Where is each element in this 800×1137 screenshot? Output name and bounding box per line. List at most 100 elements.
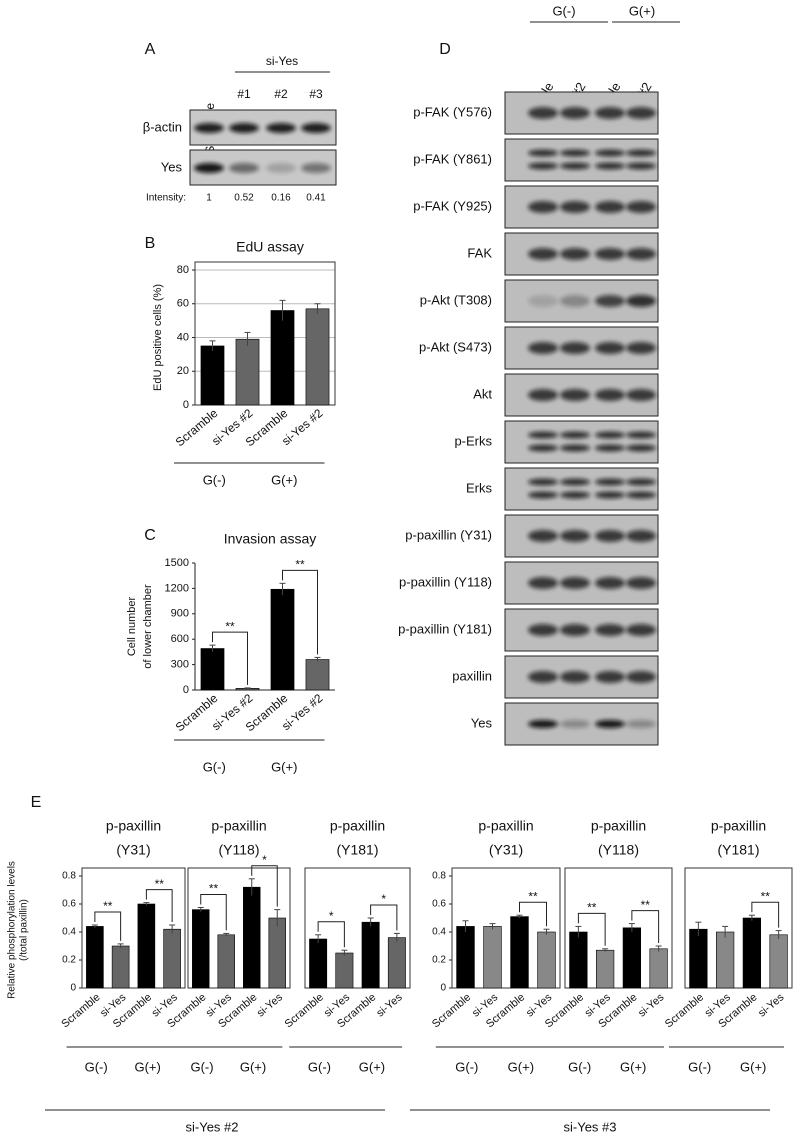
bar <box>217 934 235 989</box>
intensity-label: Intensity: <box>146 193 186 204</box>
bar <box>361 921 380 989</box>
bar <box>510 916 529 989</box>
blot-row-label: p-paxillin (Y31) <box>405 527 492 542</box>
bar <box>309 938 328 989</box>
blot-band <box>626 389 656 401</box>
bar <box>715 931 735 989</box>
bar <box>649 948 668 989</box>
intensity-value: 0.41 <box>306 193 326 204</box>
blot-band <box>595 530 625 542</box>
x-tick-label: Scramble <box>663 991 706 1030</box>
bar <box>137 903 156 989</box>
blot-band <box>194 163 224 173</box>
significance-label: ** <box>295 557 305 571</box>
bar <box>335 952 354 989</box>
blot-row-label: p-FAK (Y925) <box>413 198 492 213</box>
blot-row-label: Akt <box>473 386 492 401</box>
blot-band <box>560 491 590 499</box>
group-label: G(-) <box>688 1059 711 1074</box>
blot-band <box>626 530 656 542</box>
y-tick-label: 0.8 <box>62 871 76 882</box>
blot-band <box>595 389 625 401</box>
blot-band <box>560 201 590 213</box>
significance-label: ** <box>528 889 538 903</box>
panel-label: E <box>31 794 42 811</box>
blot-band <box>595 491 625 499</box>
y-axis-label: EdU positive cells (%) <box>152 284 164 391</box>
intensity-value: 1 <box>206 193 212 204</box>
lane-label: #3 <box>309 87 323 101</box>
blot-band <box>626 248 656 260</box>
blot-band <box>560 444 590 452</box>
blot-band <box>626 491 656 499</box>
chart-title: Invasion assay <box>224 531 317 547</box>
group-label: G(+) <box>740 1059 766 1074</box>
lane-label: #2 <box>274 87 288 101</box>
plot-frame <box>304 867 411 989</box>
y-tick-label: 600 <box>171 633 189 645</box>
significance-bracket <box>94 911 122 941</box>
group-label: G(-) <box>85 1059 108 1074</box>
significance-label: ** <box>103 899 113 913</box>
bar <box>243 886 261 989</box>
blot-band <box>528 577 558 589</box>
group-label: G(-) <box>455 1059 478 1074</box>
group-label: G(+) <box>271 472 297 487</box>
y-tick-label: 40 <box>177 331 189 343</box>
significance-bracket <box>317 921 345 948</box>
blot-band <box>560 342 590 354</box>
blot-band <box>626 201 656 213</box>
blot-band <box>528 107 558 119</box>
bar <box>163 928 181 989</box>
plot-frame <box>451 867 561 989</box>
y-tick-label: 0.6 <box>432 899 446 910</box>
blot-box <box>504 420 659 464</box>
blot-band <box>528 444 558 452</box>
chart-title: (Y118) <box>598 842 639 858</box>
blot-band <box>528 624 558 636</box>
blot-band <box>560 162 590 170</box>
blot-band <box>528 720 558 728</box>
panel-label: C <box>144 527 156 544</box>
y-tick-label: 0.6 <box>62 899 76 910</box>
blot-band <box>528 295 558 307</box>
bar <box>305 659 330 691</box>
chart-title: p-paxillin <box>591 818 646 834</box>
bar <box>742 917 762 989</box>
bar <box>268 917 286 989</box>
blot-band <box>560 149 590 157</box>
chart-title: (Y31) <box>489 842 523 858</box>
blot-band <box>266 123 296 133</box>
y-tick-label: 0 <box>183 399 189 411</box>
bar <box>200 345 225 406</box>
group-label: G(+) <box>620 1059 646 1074</box>
blot-band <box>229 163 259 173</box>
chart-title: (Y181) <box>717 842 759 858</box>
blot-band <box>626 107 656 119</box>
blot-row-label: Erks <box>466 480 493 495</box>
blot-band <box>595 107 625 119</box>
plot-frame <box>187 867 291 989</box>
bar <box>595 949 615 989</box>
chart-title: (Y31) <box>116 842 150 858</box>
blot-row-label: p-FAK (Y576) <box>413 104 492 119</box>
blot-band <box>626 162 656 170</box>
group-label: G(+) <box>629 3 655 18</box>
y-tick-label: 300 <box>171 659 189 671</box>
blot-band <box>560 624 590 636</box>
blot-band <box>528 162 558 170</box>
bar <box>111 945 130 989</box>
significance-bracket <box>145 889 173 922</box>
significance-bracket <box>577 912 606 946</box>
blot-band <box>229 123 259 133</box>
significance-label: ** <box>155 877 165 891</box>
blot-row-label: paxillin <box>452 668 492 683</box>
y-axis-label: of lower chamber <box>142 584 154 669</box>
blot-band <box>528 491 558 499</box>
group-label: G(-) <box>203 472 226 487</box>
blot-row-label: Yes <box>161 159 183 174</box>
significance-label: ** <box>209 882 219 896</box>
blot-row-label: FAK <box>467 245 492 260</box>
plot-frame <box>194 261 336 406</box>
